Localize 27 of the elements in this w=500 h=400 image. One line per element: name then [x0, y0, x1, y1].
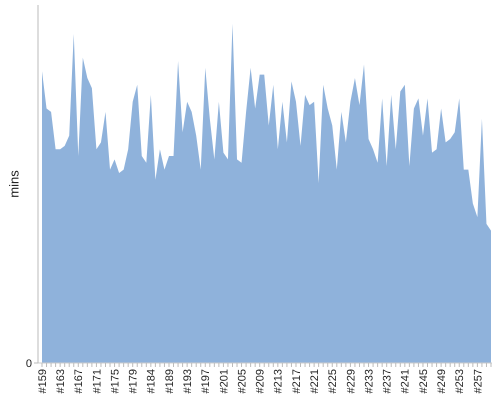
x-tick-label: #217: [290, 369, 303, 394]
x-tick-label: #229: [345, 369, 358, 394]
x-tick-label: #201: [218, 369, 230, 394]
x-tick-label: #237: [382, 369, 394, 394]
x-tick-label: #167: [73, 369, 86, 394]
x-tick-label: #245: [418, 369, 430, 394]
y-axis-title: mins: [6, 170, 22, 198]
x-tick-label: #257: [472, 369, 484, 394]
x-tick-label: #171: [91, 369, 104, 394]
x-tick-label: #225: [327, 369, 340, 394]
x-tick-label: #159: [36, 369, 49, 394]
x-tick-label: #184: [146, 369, 158, 394]
x-tick-label: #197: [200, 369, 212, 394]
x-tick-label: #163: [54, 369, 67, 394]
x-tick-label: #189: [164, 369, 176, 394]
x-tick-label: #179: [128, 369, 140, 394]
x-tick-label: #213: [272, 369, 285, 394]
x-tick-label: #221: [308, 369, 321, 394]
x-tick-label: #253: [454, 369, 466, 394]
x-tick-label: #249: [436, 369, 448, 394]
text: 0: [26, 358, 32, 370]
x-tick-label: #175: [109, 369, 122, 394]
x-tick-label: #241: [400, 369, 412, 394]
x-tick-label: #233: [363, 369, 376, 394]
x-tick-label: #209: [254, 369, 267, 394]
x-tick-label: #193: [182, 369, 194, 394]
x-tick-label: #205: [236, 369, 248, 394]
